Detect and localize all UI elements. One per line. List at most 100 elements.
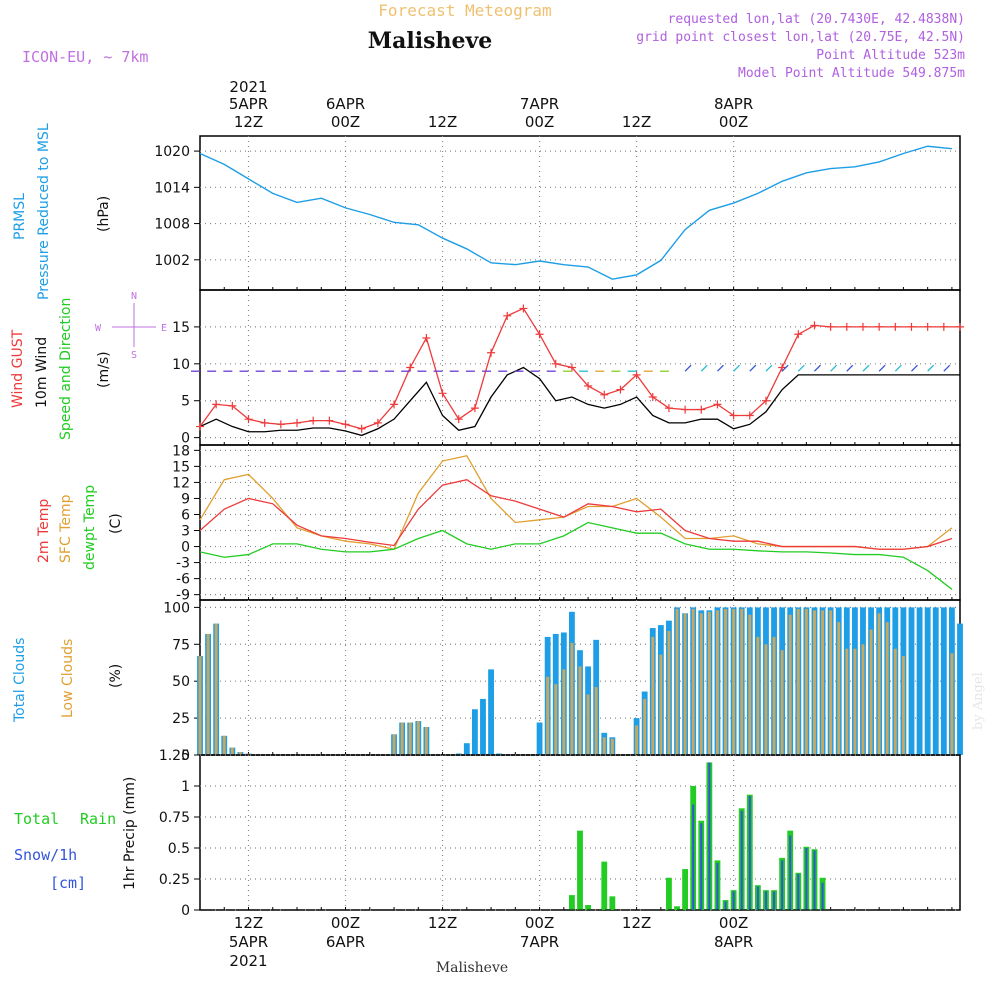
wind-direction-arrow bbox=[733, 364, 741, 372]
gust-marker bbox=[309, 416, 318, 425]
gust-marker bbox=[778, 363, 787, 372]
info-line-2: grid point closest lon,lat (20.75E, 42.5… bbox=[636, 30, 965, 45]
y-tick-label: 100 bbox=[163, 600, 190, 616]
watermark: by Angel bbox=[971, 672, 986, 730]
gust-marker bbox=[842, 322, 851, 331]
bottom-tick-hour: 12Z bbox=[234, 914, 263, 932]
snow-bar bbox=[781, 860, 784, 910]
wind-direction-arrow bbox=[781, 364, 789, 372]
tsfc-label: SFC Temp bbox=[58, 494, 74, 563]
gust-marker bbox=[616, 385, 625, 394]
y-tick-label: 1.25 bbox=[159, 748, 190, 764]
compass-icon: N E S W bbox=[95, 291, 167, 361]
low-cloud-bar bbox=[586, 694, 590, 755]
gust-marker bbox=[406, 363, 415, 372]
rain-bar bbox=[609, 896, 616, 910]
low-cloud-bar bbox=[651, 636, 655, 755]
pressure-label-1: PRMSL bbox=[12, 193, 28, 240]
gust-marker bbox=[551, 359, 560, 368]
snow-label: Snow/1h bbox=[14, 846, 77, 864]
wind-direction-arrow bbox=[749, 364, 757, 372]
snow-bar bbox=[821, 882, 824, 910]
temp-unit: (C) bbox=[108, 513, 124, 534]
top-tick-hour: 12Z bbox=[622, 113, 651, 131]
snow-bar bbox=[740, 810, 743, 910]
gust-marker bbox=[600, 390, 609, 399]
rain-bar bbox=[601, 861, 608, 910]
y-tick-label: -6 bbox=[176, 572, 190, 588]
bottom-tick-hour: 12Z bbox=[428, 914, 457, 932]
wind-direction-arrow bbox=[797, 364, 805, 372]
bottom-tick-date: 6APR bbox=[326, 933, 365, 951]
gust-marker bbox=[196, 422, 204, 431]
y-tick-label: 6 bbox=[181, 507, 190, 523]
low-cloud-bar bbox=[238, 752, 242, 755]
gust-marker bbox=[567, 363, 576, 372]
low-cloud-bar bbox=[392, 734, 396, 755]
y-tick-label: 10 bbox=[172, 357, 190, 373]
wind-direction-arrow bbox=[894, 364, 902, 372]
low-cloud-bar bbox=[222, 735, 226, 755]
low-cloud-bar bbox=[602, 737, 606, 755]
low-cloud-bar bbox=[813, 610, 816, 755]
gust-marker bbox=[276, 420, 285, 429]
total-cloud-bar bbox=[480, 698, 486, 755]
low-cloud-bar bbox=[554, 684, 558, 755]
rain-bar bbox=[569, 895, 575, 910]
snow-bar bbox=[748, 795, 751, 910]
snow-bar bbox=[813, 850, 816, 910]
wind-direction-arrow bbox=[943, 364, 951, 372]
low-cloud-bar bbox=[610, 738, 614, 755]
low-cloud-bar bbox=[715, 610, 719, 755]
low-cloud-bar bbox=[230, 747, 234, 755]
y-tick-label: 18 bbox=[172, 443, 190, 459]
pressure-unit: (hPa) bbox=[96, 196, 112, 232]
top-tick-date: 6APR bbox=[326, 95, 365, 113]
wind-direction-arrow bbox=[862, 364, 870, 372]
low-cloud-bar bbox=[408, 722, 412, 755]
low-cloud-bar bbox=[893, 648, 897, 755]
y-tick-label: 0.75 bbox=[159, 810, 190, 826]
info-line-3: Point Altitude 523m bbox=[816, 48, 965, 63]
wind-unit: (m/s) bbox=[96, 351, 112, 388]
total-cloud-bar bbox=[932, 607, 939, 755]
snow-bar bbox=[789, 835, 792, 910]
compass-s: S bbox=[131, 350, 137, 361]
bottom-tick-hour: 00Z bbox=[525, 914, 554, 932]
low-cloud-bar bbox=[788, 614, 792, 755]
total-cloud-bar bbox=[916, 607, 923, 755]
low-cloud-bar bbox=[667, 631, 671, 755]
gust-marker bbox=[454, 415, 463, 424]
low-cloud-bar bbox=[724, 608, 727, 755]
top-tick-hour: 12Z bbox=[234, 113, 263, 131]
gust-marker bbox=[390, 400, 399, 409]
low-cloud-bar bbox=[635, 725, 639, 755]
y-tick-label: 3 bbox=[181, 524, 190, 540]
wind-direction-arrow bbox=[878, 364, 886, 372]
low-cloud-bar bbox=[570, 642, 574, 755]
gust-marker bbox=[858, 322, 867, 331]
gust-marker bbox=[826, 322, 835, 331]
precip-unit: 1hr Precip (mm) bbox=[122, 777, 138, 890]
low-cloud-bar bbox=[885, 622, 889, 755]
y-tick-label: 1002 bbox=[154, 253, 190, 269]
gust-marker bbox=[632, 370, 641, 379]
low-cloud-bar bbox=[804, 608, 808, 755]
rain-bar bbox=[674, 906, 680, 910]
gust-marker bbox=[907, 322, 916, 331]
bottom-tick-hour: 00Z bbox=[719, 914, 748, 932]
low-cloud-bar bbox=[214, 623, 218, 755]
bottom-tick-year: 2021 bbox=[229, 952, 267, 970]
y-tick-label: 75 bbox=[172, 637, 190, 653]
low-cloud-bar bbox=[740, 608, 744, 755]
y-tick-label: 0 bbox=[181, 748, 190, 764]
top-tick-year: 2021 bbox=[229, 78, 267, 96]
wind-gust-label: Wind GUST bbox=[10, 329, 26, 408]
snow-bar bbox=[805, 848, 808, 910]
low-cloud-bar bbox=[400, 722, 404, 755]
low-cloud-bar bbox=[796, 608, 800, 755]
info-line-4: Model Point Altitude 549.875m bbox=[738, 66, 965, 81]
low-cloud-bar bbox=[869, 629, 873, 755]
low-cloud-bar bbox=[950, 653, 954, 755]
